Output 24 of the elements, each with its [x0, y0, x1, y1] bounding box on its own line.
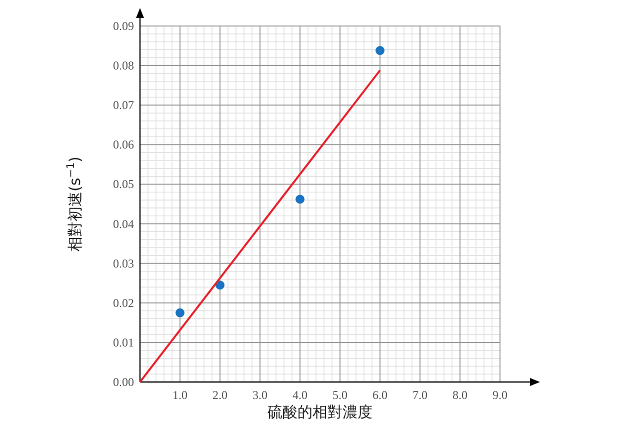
x-axis-title: 硫酸的相對濃度 — [268, 403, 372, 421]
y-tick-label: 0.00 — [113, 375, 134, 389]
x-tick-label: 9.0 — [492, 388, 508, 402]
x-tick-label: 3.0 — [252, 388, 268, 402]
x-tick-label: 4.0 — [292, 388, 308, 402]
point — [296, 194, 304, 204]
x-tick-label: 1.0 — [172, 388, 188, 402]
y-tick-label: 0.02 — [113, 296, 134, 310]
y-tick-label: 0.08 — [113, 58, 134, 73]
x-tick-label: 2.0 — [212, 388, 228, 402]
y-tick-label: 0.04 — [113, 216, 134, 231]
point — [216, 280, 224, 290]
y-tick-label: 0.03 — [113, 256, 134, 270]
x-tick-label: 5.0 — [332, 388, 348, 402]
y-tick-label: 0.09 — [113, 19, 134, 33]
x-tick-label: 6.0 — [372, 388, 388, 402]
point — [376, 46, 384, 56]
y-tick-label: 0.06 — [113, 138, 134, 152]
y-tick-label: 0.07 — [113, 98, 134, 112]
point — [176, 308, 184, 318]
x-tick-label: 7.0 — [412, 388, 428, 402]
x-tick-label: 8.0 — [452, 388, 468, 402]
y-tick-label: 0.05 — [113, 177, 134, 192]
y-tick-label: 0.01 — [113, 335, 134, 350]
